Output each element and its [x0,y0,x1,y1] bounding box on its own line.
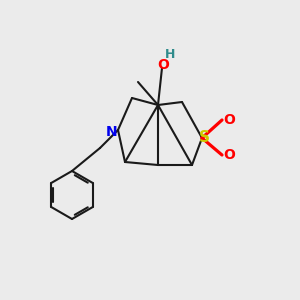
Text: N: N [106,125,118,139]
Text: O: O [223,113,235,127]
Text: S: S [199,130,209,146]
Text: O: O [157,58,169,72]
Text: H: H [165,49,175,62]
Text: O: O [223,148,235,162]
